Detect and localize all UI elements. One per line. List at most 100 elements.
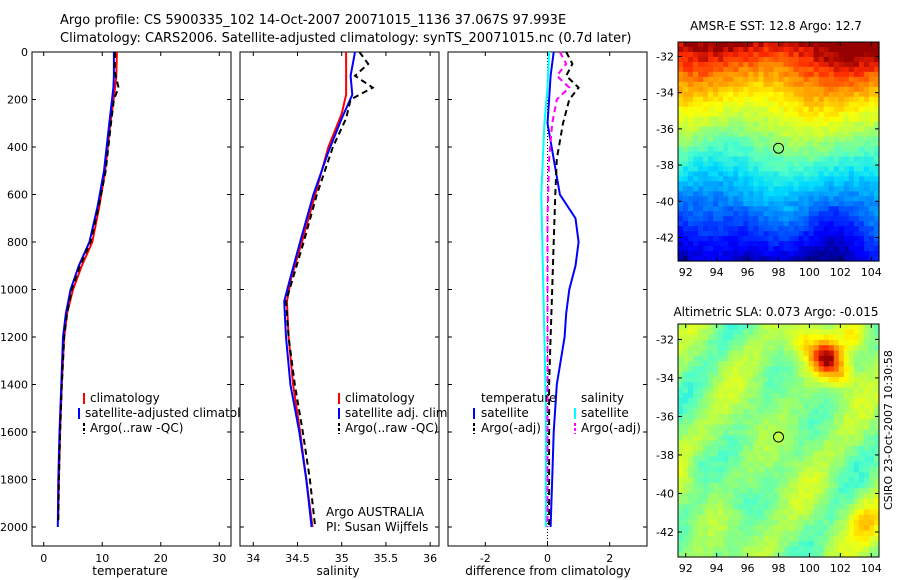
heatmap-cell	[778, 126, 785, 133]
heatmap-cell	[743, 221, 749, 227]
heatmap-cell	[708, 445, 714, 452]
heatmap-cell	[743, 366, 749, 373]
heatmap-cell	[708, 42, 714, 48]
heatmap-cell	[683, 126, 689, 133]
heatmap-cell	[763, 514, 770, 521]
heatmap-cell	[763, 329, 770, 336]
heatmap-cell	[693, 111, 699, 118]
heatmap-cell	[738, 161, 744, 168]
heatmap-cell	[823, 403, 830, 410]
heatmap-cell	[678, 91, 684, 98]
heatmap-cell	[733, 509, 739, 516]
x-tick-label: 102	[830, 266, 851, 279]
heatmap-cell	[738, 429, 744, 436]
heatmap-cell	[768, 66, 775, 73]
heatmap-cell	[858, 514, 865, 521]
heatmap-cell	[703, 376, 709, 383]
heatmap-cell	[698, 392, 704, 399]
heatmap-cell	[778, 121, 785, 128]
heatmap-cell	[838, 236, 845, 242]
heatmap-cell	[753, 345, 760, 352]
heatmap-cell	[733, 445, 739, 452]
heatmap-cell	[798, 398, 805, 405]
heatmap-cell	[788, 440, 795, 447]
heatmap-cell	[713, 429, 719, 436]
heatmap-cell	[863, 71, 870, 78]
heatmap-cell	[773, 86, 780, 93]
heatmap-cell	[743, 551, 749, 558]
heatmap-cell	[763, 111, 770, 118]
heatmap-cell	[718, 236, 724, 242]
heatmap-cell	[833, 111, 840, 118]
heatmap-cell	[688, 156, 694, 163]
heatmap-cell	[753, 408, 760, 415]
heatmap-cell	[768, 121, 775, 128]
x-tick-label: 2	[606, 552, 613, 565]
heatmap-cell	[678, 126, 684, 133]
heatmap-cell	[758, 121, 765, 128]
heatmap-cell	[758, 339, 765, 346]
heatmap-cell	[783, 392, 790, 399]
heatmap-cell	[788, 81, 795, 88]
heatmap-cell	[728, 361, 734, 367]
heatmap-cell	[808, 519, 815, 526]
heatmap-cell	[733, 339, 739, 346]
heatmap-cell	[758, 226, 765, 232]
heatmap-cell	[788, 414, 795, 420]
heatmap-cell	[778, 366, 785, 373]
heatmap-cell	[818, 256, 825, 262]
heatmap-cell	[808, 256, 815, 262]
heatmap-cell	[833, 61, 840, 68]
heatmap-cell	[688, 350, 694, 357]
heatmap-cell	[683, 339, 689, 346]
heatmap-cell	[758, 519, 765, 526]
heatmap-cell	[788, 398, 795, 405]
heatmap-cell	[803, 429, 810, 436]
heatmap-cell	[863, 42, 870, 48]
heatmap-cell	[858, 136, 865, 143]
heatmap-cell	[743, 435, 749, 442]
heatmap-cell	[703, 161, 709, 168]
heatmap-cell	[873, 445, 880, 452]
heatmap-cell	[868, 131, 875, 138]
heatmap-cell	[678, 86, 684, 93]
heatmap-cell	[758, 56, 765, 63]
heatmap-cell	[743, 42, 749, 48]
heatmap-cell	[793, 451, 800, 457]
heatmap-cell	[743, 445, 749, 452]
heatmap-cell	[753, 241, 760, 247]
heatmap-cell	[733, 525, 739, 532]
csiro-credit: CSIRO 23-Oct-2007 10:30:58	[882, 350, 895, 510]
heatmap-cell	[803, 96, 810, 103]
heatmap-cell	[703, 241, 709, 247]
heatmap-cell	[708, 392, 714, 399]
heatmap-cell	[753, 509, 760, 516]
heatmap-cell	[873, 246, 880, 252]
heatmap-cell	[833, 551, 840, 558]
heatmap-cell	[708, 551, 714, 558]
heatmap-cell	[748, 171, 754, 177]
heatmap-cell	[858, 226, 865, 232]
heatmap-cell	[823, 61, 830, 68]
heatmap-cell	[838, 176, 845, 182]
heatmap-cell	[833, 535, 840, 542]
heatmap-cell	[708, 196, 714, 202]
heatmap-cell	[783, 498, 790, 505]
y-tick-label: 400	[7, 141, 28, 154]
heatmap-cell	[873, 424, 880, 431]
heatmap-cell	[698, 493, 704, 500]
difference-legend: temperature satellite Argo(-adj) salinit…	[473, 391, 641, 435]
heatmap-cell	[823, 472, 830, 479]
heatmap-cell	[783, 131, 790, 138]
heatmap-cell	[863, 236, 870, 242]
heatmap-cell	[853, 350, 860, 357]
heatmap-cell	[873, 231, 880, 237]
heatmap-cell	[743, 201, 749, 207]
heatmap-cell	[713, 236, 719, 242]
heatmap-cell	[748, 355, 754, 362]
heatmap-cell	[808, 339, 815, 346]
heatmap-cell	[733, 324, 739, 330]
heatmap-cell	[683, 398, 689, 405]
heatmap-cell	[813, 493, 820, 500]
heatmap-cell	[783, 525, 790, 532]
